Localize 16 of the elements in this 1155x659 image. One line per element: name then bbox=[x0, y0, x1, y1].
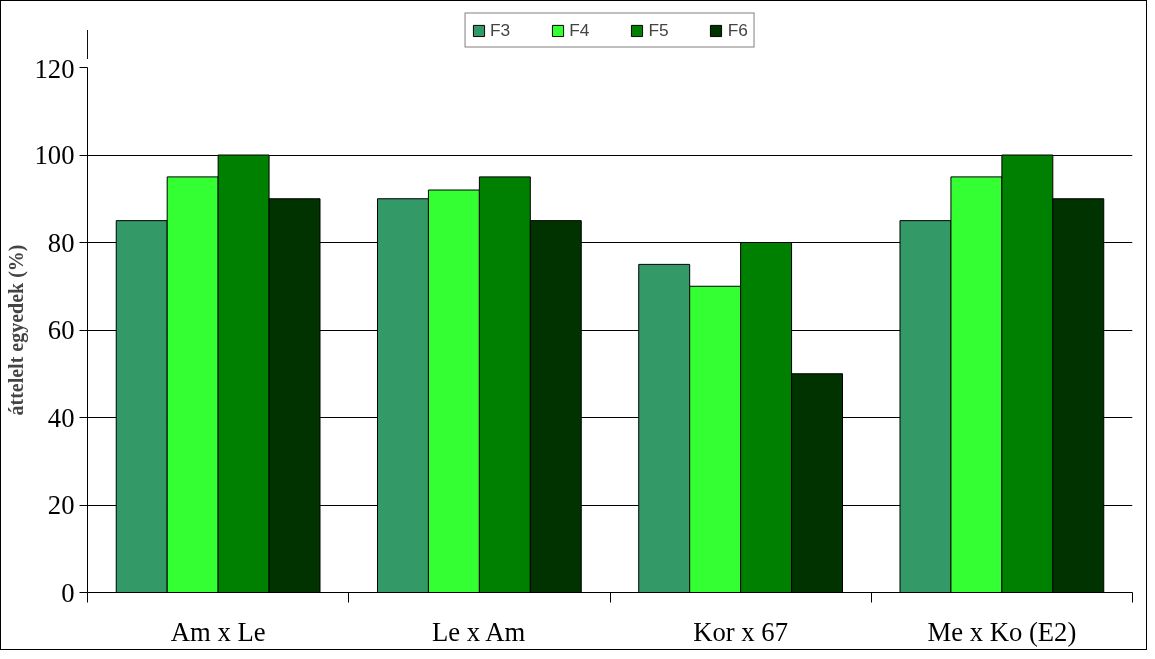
legend-label: F5 bbox=[648, 19, 669, 41]
y-tick-label: 100 bbox=[34, 140, 75, 170]
legend-label: F6 bbox=[727, 19, 748, 41]
y-tick-label: 120 bbox=[34, 53, 75, 84]
legend-label: F4 bbox=[569, 19, 590, 41]
y-axis-title: áttelelt egyedek (%) bbox=[4, 244, 28, 416]
y-tick-label: 60 bbox=[47, 315, 75, 345]
x-tick-label: Le x Am bbox=[432, 616, 526, 647]
y-tick-label: 0 bbox=[61, 577, 75, 608]
x-tick-label: Me x Ko (E2) bbox=[927, 616, 1077, 647]
x-tick-label: Kor x 67 bbox=[693, 616, 789, 647]
y-tick-label: 80 bbox=[47, 227, 75, 258]
x-tick-label: Am x Le bbox=[170, 616, 266, 647]
y-tick-label: 40 bbox=[47, 402, 75, 433]
y-tick-label: 20 bbox=[47, 490, 75, 520]
legend-label: F3 bbox=[490, 19, 511, 41]
